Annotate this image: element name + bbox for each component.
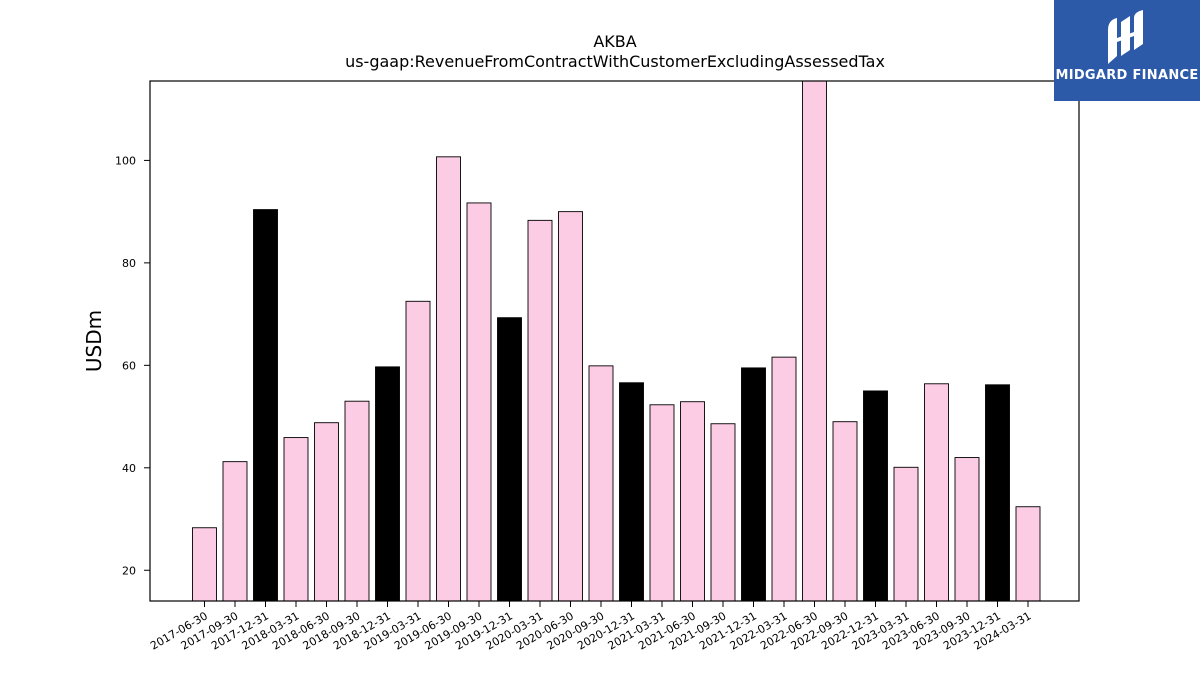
midgard-logo-icon <box>1108 10 1143 64</box>
bar-2021-09-30 <box>710 423 736 602</box>
bar-2023-09-30 <box>954 457 980 602</box>
bar-2018-06-30 <box>314 422 339 602</box>
bar-2021-12-31 <box>741 367 766 602</box>
y-tick-label-100: 100 <box>115 154 136 167</box>
bar-2020-03-31 <box>527 219 553 602</box>
bar-2017-09-30 <box>222 461 248 602</box>
bar-2019-03-31 <box>405 300 431 602</box>
chart-title: AKBA <box>593 32 637 51</box>
y-tick-label-60: 60 <box>122 359 136 372</box>
bar-2018-12-31 <box>375 366 400 602</box>
bar-2018-09-30 <box>344 400 370 602</box>
bar-2017-12-31 <box>253 209 278 602</box>
bar-2022-03-31 <box>771 356 797 602</box>
y-tick-label-40: 40 <box>122 462 136 475</box>
bar-2024-03-31 <box>1015 506 1041 602</box>
bar-2020-06-30 <box>558 211 583 602</box>
bar-2019-12-31 <box>497 317 522 602</box>
bar-2021-06-30 <box>680 401 705 602</box>
plot-frame <box>149 80 1080 602</box>
bar-2020-09-30 <box>588 365 614 602</box>
chart-subtitle: us-gaap:RevenueFromContractWithCustomerE… <box>345 52 885 71</box>
brand-name: MIDGARD FINANCE <box>1055 68 1199 83</box>
y-tick-label-20: 20 <box>122 564 136 577</box>
bar-2023-06-30 <box>924 383 949 602</box>
bar-2019-06-30 <box>436 156 461 602</box>
bar-2023-12-31 <box>985 384 1010 602</box>
bar-2022-09-30 <box>832 421 858 602</box>
bar-2022-12-31 <box>863 390 888 602</box>
bar-2020-12-31 <box>619 382 644 602</box>
bar-2023-03-31 <box>893 466 919 602</box>
bar-2021-03-31 <box>649 404 675 602</box>
bar-2017-06-30 <box>192 527 217 602</box>
y-axis-label: USDm <box>82 310 106 372</box>
bar-2022-06-30 <box>802 80 827 602</box>
brand-logo: MIDGARD FINANCE <box>1054 0 1200 101</box>
bar-2018-03-31 <box>283 437 309 602</box>
y-tick-label-80: 80 <box>122 257 136 270</box>
bar-2019-09-30 <box>466 202 492 602</box>
